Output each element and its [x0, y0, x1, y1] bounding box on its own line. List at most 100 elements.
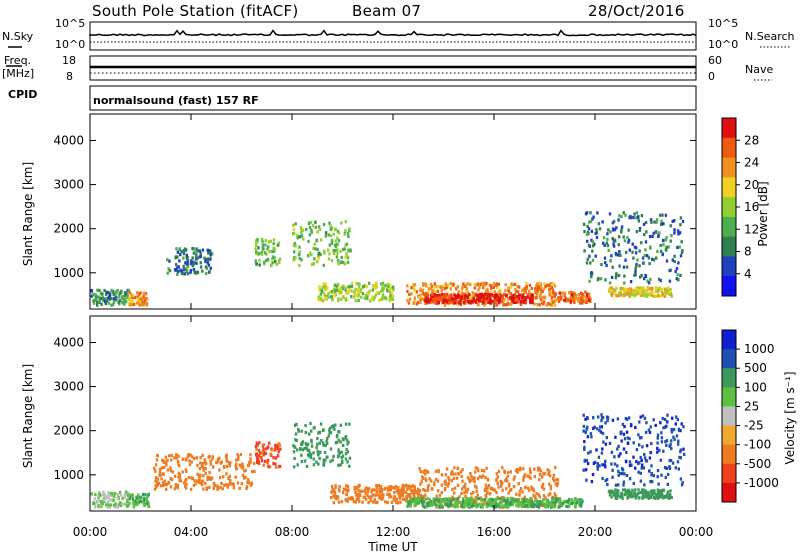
scatter-cell	[518, 297, 521, 301]
scatter-cell	[622, 211, 625, 215]
scatter-cell	[444, 497, 447, 501]
scatter-cell	[651, 492, 654, 496]
scatter-cell	[464, 488, 468, 492]
scatter-cell	[630, 288, 633, 292]
scatter-cell	[664, 417, 667, 422]
scatter-cell	[613, 462, 617, 466]
scatter-cell	[452, 497, 455, 501]
scatter-cell	[637, 461, 640, 466]
scatter-cell	[497, 485, 500, 489]
scatter-cell	[346, 499, 349, 503]
scatter-cell	[634, 495, 637, 499]
scatter-cell	[561, 501, 565, 505]
scatter-cell	[654, 423, 657, 427]
scatter-cell	[484, 487, 487, 491]
scatter-cell	[491, 299, 495, 303]
scatter-cell	[590, 435, 593, 439]
scatter-cell	[329, 447, 333, 451]
scatter-cell	[347, 496, 350, 500]
scatter-cell	[588, 279, 591, 283]
scatter-cell	[556, 497, 559, 501]
scatter-cell	[221, 487, 224, 491]
scatter-cell	[579, 504, 583, 508]
scatter-cell	[128, 493, 131, 497]
scatter-cell	[428, 298, 431, 302]
scatter-cell	[608, 281, 612, 285]
scatter-cell	[501, 466, 504, 470]
scatter-cell	[405, 497, 408, 501]
scatter-cell	[367, 495, 371, 499]
scatter-cell	[198, 478, 201, 483]
scatter-cell	[320, 296, 323, 300]
scatter-cell	[574, 293, 578, 297]
scatter-cell	[619, 253, 622, 257]
scatter-cell	[521, 294, 525, 298]
scatter-cell	[679, 429, 682, 433]
scatter-cell	[444, 479, 447, 483]
scatter-cell	[501, 499, 504, 503]
scatter-cell	[367, 281, 371, 285]
scatter-cell	[330, 484, 334, 488]
scatter-cell	[157, 481, 161, 485]
scatter-cell	[203, 256, 206, 260]
scatter-cell	[226, 483, 230, 487]
scatter-cell	[112, 494, 116, 498]
scatter-cell	[378, 490, 381, 494]
scatter-cell	[155, 458, 159, 462]
scatter-cell	[599, 425, 602, 429]
scatter-cell	[646, 288, 649, 292]
scatter-cell	[469, 472, 472, 476]
scatter-cell	[98, 504, 102, 508]
scatter-cell	[449, 503, 452, 507]
scatter-cell	[398, 496, 402, 500]
scatter-cell	[490, 284, 493, 288]
scatter-cell	[453, 486, 457, 490]
scatter-cell	[678, 245, 681, 249]
scatter-cell	[238, 486, 241, 490]
x-tick-label: 00:00	[679, 525, 714, 539]
scatter-cell	[461, 468, 464, 472]
scatter-cell	[249, 453, 252, 457]
scatter-cell	[332, 424, 335, 428]
scatter-cell	[610, 490, 613, 494]
scatter-cell	[535, 501, 539, 505]
scatter-cell	[218, 468, 221, 472]
scatter-cell	[550, 283, 553, 287]
scatter-cell	[519, 293, 522, 297]
scatter-cell	[548, 502, 552, 506]
scatter-cell	[478, 299, 481, 303]
power-colorbar-tick: 20	[744, 178, 759, 192]
scatter-cell	[334, 485, 337, 489]
scatter-cell	[434, 297, 438, 301]
scatter-cell	[545, 499, 549, 503]
scatter-cell	[197, 480, 200, 484]
scatter-cell	[256, 237, 259, 242]
scatter-cell	[574, 295, 577, 300]
scatter-cell	[622, 483, 625, 487]
scatter-cell	[645, 444, 649, 448]
scatter-cell	[616, 464, 619, 468]
scatter-cell	[673, 260, 676, 264]
scatter-cell	[459, 299, 462, 303]
scatter-cell	[487, 499, 490, 503]
scatter-cell	[494, 295, 497, 299]
scatter-cell	[98, 288, 101, 293]
scatter-cell	[596, 278, 600, 282]
scatter-cell	[611, 468, 614, 472]
scatter-cell	[393, 495, 396, 499]
scatter-cell	[470, 504, 473, 508]
scatter-cell	[277, 450, 280, 454]
scatter-cell	[485, 466, 488, 470]
scatter-cell	[300, 429, 303, 433]
scatter-cell	[241, 473, 245, 477]
x-tick-label: 16:00	[477, 525, 512, 539]
scatter-cell	[337, 438, 341, 442]
scatter-cell	[551, 289, 555, 293]
scatter-cell	[465, 490, 469, 494]
scatter-cell	[602, 236, 606, 240]
scatter-cell	[543, 295, 547, 299]
colorbar-segment	[722, 256, 736, 277]
scatter-cell	[94, 293, 97, 297]
scatter-cell	[387, 488, 391, 492]
scatter-cell	[584, 290, 587, 294]
